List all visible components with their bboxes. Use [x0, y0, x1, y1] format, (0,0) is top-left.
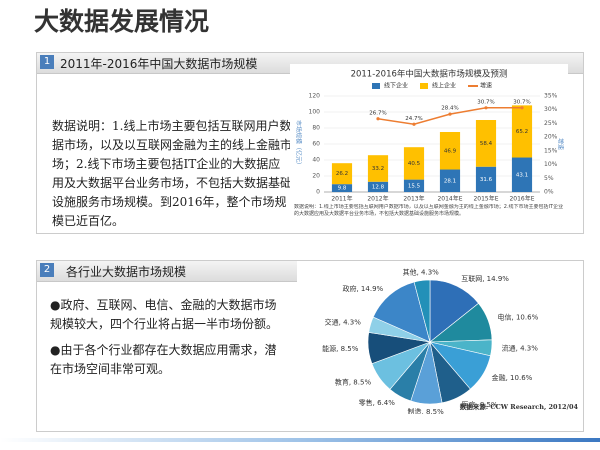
y-tick-label: 40 [312, 157, 320, 164]
y2-tick-label: 30% [544, 106, 558, 113]
y-tick-label: 120 [309, 93, 321, 100]
legend-label: 线上企业 [432, 82, 456, 90]
bar-segment [475, 166, 497, 192]
data-label: 9.8 [338, 186, 347, 192]
data-label: 30.7% [477, 99, 494, 105]
slice-label: 制造, 8.5% [408, 407, 445, 414]
y2-tick-label: 0% [544, 189, 554, 196]
slice-label: 教育, 8.5% [335, 377, 372, 386]
data-label: 31.6 [480, 177, 493, 183]
bar-segment [439, 132, 461, 170]
data-label: 12.8 [372, 184, 385, 190]
slice-label: 交通, 4.3% [325, 317, 362, 326]
line-point [520, 106, 524, 110]
legend-swatch [372, 83, 380, 89]
section-number: 2 [40, 263, 54, 277]
data-label: 30.7% [513, 99, 530, 105]
pie-chart: 互联网, 14.9% 电信, 10.6% 流通, 4.3% 金融, 10.6% 医疗, … [322, 268, 579, 414]
pie-slice [372, 281, 431, 343]
slice-label: 能源, 8.5% [322, 344, 359, 353]
data-label: 40.5 [408, 161, 421, 167]
legend-label: 线下企业 [384, 82, 408, 90]
line-point [484, 106, 488, 110]
section-heading: 各行业大数据市场规模 [66, 265, 187, 279]
section-heading: 2011年-2016年中国大数据市场规模 [60, 57, 258, 71]
data-label: 58.4 [480, 141, 493, 147]
data-label: 43.1 [516, 172, 528, 178]
data-label: 65.2 [516, 129, 528, 135]
y-tick-label: 100 [309, 109, 321, 116]
y2-tick-label: 35% [544, 93, 558, 100]
pie-slice [429, 279, 479, 343]
footer-line [0, 438, 600, 442]
y-tick-label: 80 [312, 125, 320, 132]
chart-note: 数据说明：1.线上市场主要包括互联网用户数据市场，以及以互联网金融为主的线上金融… [294, 204, 564, 217]
y-axis-label: 市场规模（亿元） [295, 120, 303, 168]
y2-tick-label: 10% [544, 161, 558, 168]
bar-segment [367, 181, 389, 192]
bar-segment [331, 184, 353, 192]
bar-segment [511, 105, 533, 158]
section-box [36, 260, 584, 432]
x-tick-label: 2012年 [367, 195, 388, 203]
section-number: 1 [40, 55, 54, 69]
y-tick-label: 20 [312, 173, 320, 180]
slice-label: 政府, 14.9% [342, 284, 383, 293]
line-point [448, 112, 452, 116]
y-tick-label: 0 [316, 189, 320, 196]
x-tick-label: 2015年E [473, 195, 498, 203]
bar-segment [331, 163, 353, 185]
data-label: 26.7% [369, 110, 386, 116]
slice-label: 零售, 6.4% [359, 398, 396, 407]
x-tick-label: 2014年E [437, 195, 462, 203]
bar-segment [367, 155, 389, 182]
data-label: 28.4% [441, 106, 458, 112]
source: 数据来源: CCW Research, 2012/04 [460, 402, 579, 411]
line-point [376, 117, 380, 121]
slice-label: 医疗, 8.5% [461, 400, 498, 409]
pie-slice [413, 279, 431, 343]
y2-tick-label: 25% [544, 120, 558, 127]
y2-tick-label: 20% [544, 134, 558, 141]
y-tick-label: 60 [312, 141, 320, 148]
slice-label: 金融, 10.6% [492, 373, 533, 382]
data-label: 33.2 [372, 166, 384, 172]
legend-swatch [420, 83, 428, 89]
bar-segment [511, 157, 533, 192]
section-text: 数据说明：1.线上市场主要包括互联网用户数据市场，以及以互联网金融为主的线上金融… [52, 119, 293, 228]
bar-segment [475, 120, 497, 167]
chart-title: 2011-2016年中国大数据市场规模及预测 [351, 69, 508, 80]
bar-segment [403, 147, 425, 180]
bullet: ●政府、互联网、电信、金融的大数据市场规模较大，四个行业将占据一半市场份额。 [50, 298, 279, 331]
x-tick-label: 2013年 [403, 195, 424, 203]
y2-axis-label: 增速 [557, 138, 565, 150]
x-tick-label: 2011年 [331, 195, 352, 203]
slice-label: 电信, 10.6% [498, 313, 539, 322]
data-label: 15.5 [408, 183, 421, 189]
data-label: 28.1 [444, 178, 456, 184]
y2-tick-label: 5% [544, 175, 554, 182]
slice-label: 流通, 4.3% [502, 344, 539, 353]
slice-label: 其他, 4.3% [403, 268, 440, 277]
bar-segment [439, 169, 461, 192]
data-label: 24.7% [405, 116, 422, 122]
bar-segment [403, 179, 425, 192]
data-label: 46.9 [444, 148, 457, 154]
y2-tick-label: 15% [544, 147, 558, 154]
legend-label: 增速 [480, 82, 492, 90]
x-tick-label: 2016年E [509, 195, 534, 203]
chart-note-box: 数据说明：1.线上市场主要包括互联网用户数据市场，以及以互联网金融为主的线上金融… [294, 204, 564, 217]
bullet: ●由于各个行业都存在大数据应用需求，潜在市场空间非常可观。 [50, 343, 277, 376]
slide-title: 大数据发展情况 [34, 7, 210, 36]
bar-chart: 2011-2016年中国大数据市场规模及预测 线下企业 线上企业 增速0204060… [290, 64, 568, 232]
line-point [412, 122, 416, 126]
data-label: 26.2 [336, 171, 348, 177]
section-header [37, 261, 297, 282]
slice-label: 互联网, 14.9% [461, 274, 509, 283]
